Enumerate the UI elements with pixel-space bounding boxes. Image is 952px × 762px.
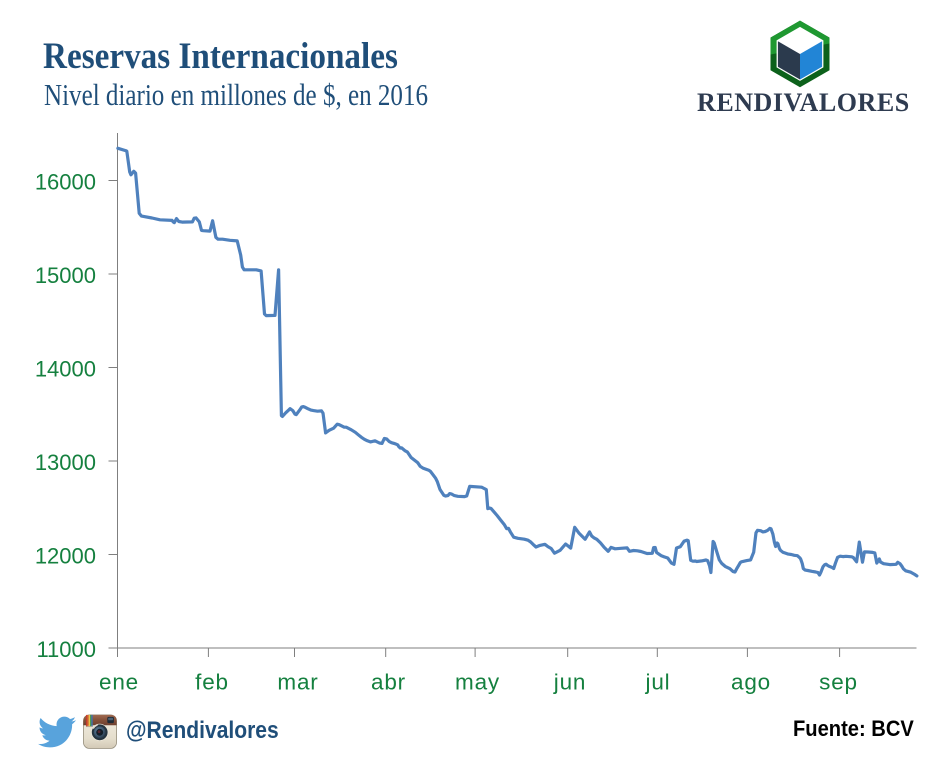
svg-text:14000: 14000: [35, 356, 96, 381]
svg-text:jul: jul: [645, 670, 671, 695]
svg-text:16000: 16000: [35, 169, 96, 194]
svg-text:may: may: [455, 670, 500, 695]
svg-text:feb: feb: [195, 670, 229, 695]
svg-text:15000: 15000: [35, 263, 96, 288]
svg-text:ene: ene: [99, 670, 139, 695]
svg-text:ago: ago: [731, 670, 771, 695]
svg-text:abr: abr: [371, 670, 406, 695]
svg-text:11000: 11000: [36, 637, 96, 662]
svg-text:12000: 12000: [35, 543, 96, 568]
svg-text:mar: mar: [277, 670, 318, 695]
svg-text:sep: sep: [819, 670, 858, 695]
svg-text:jun: jun: [553, 670, 586, 695]
svg-text:13000: 13000: [35, 450, 96, 475]
